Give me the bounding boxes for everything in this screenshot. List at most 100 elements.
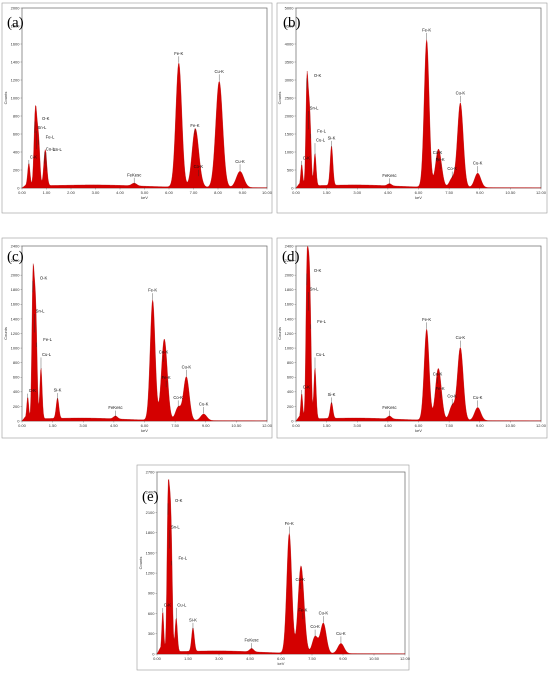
y-tick-label: 900 (148, 591, 155, 596)
peak-label: Si-K (328, 135, 336, 140)
peak-label: FeKesc (127, 172, 141, 177)
x-tick-label: 4.50 (384, 190, 393, 195)
y-tick-label: 2000 (11, 5, 21, 10)
x-tick-label: 7.50 (445, 190, 454, 195)
peak-label: Fe-K (422, 317, 431, 322)
x-tick-label: 2.00 (67, 190, 76, 195)
y-tick-label: 0 (17, 185, 20, 190)
y-tick-label: 1000 (285, 345, 295, 350)
peak-label: Si-K (328, 392, 336, 397)
peak-label: Cu-L (46, 147, 56, 152)
peak-label: C-K (303, 384, 310, 389)
y-tick-label: 1400 (285, 316, 295, 321)
x-tick-label: 9.00 (476, 190, 485, 195)
eds-panel-3: 0 200 400 600 800 1000 1200 1400 1600 1800 2000 220… (276, 237, 548, 439)
peak-label: Cu-L (316, 138, 326, 143)
plot-area (22, 8, 267, 188)
y-tick-label: 1600 (11, 41, 21, 46)
peak-label: Cu-L (42, 352, 52, 357)
y-tick-label: 1000 (285, 149, 295, 154)
x-tick-label: 0.00 (292, 190, 301, 195)
y-tick-label: 2700 (146, 469, 156, 474)
peak-label: FeKesc (382, 173, 396, 178)
peak-label: FeKesc (382, 405, 396, 410)
peak-label: Sn-L (310, 105, 320, 110)
x-tick-label: 9.00 (202, 423, 211, 428)
y-tick-label: 2000 (11, 273, 21, 278)
peak-label: Cu-K (473, 395, 483, 400)
y-tick-label: 1800 (11, 23, 21, 28)
peak-label: Sn-L (37, 125, 47, 130)
x-tick-label: 3.00 (353, 423, 362, 428)
y-tick-label: 1400 (11, 59, 21, 64)
x-tick-label: 5.00 (141, 190, 150, 195)
x-tick-label: 6.00 (141, 423, 150, 428)
peak-label: C-K (29, 388, 36, 393)
peak-label: Si-K (189, 617, 197, 622)
peak-label: Cu-K (199, 401, 209, 406)
x-tick-label: 9.00 (339, 656, 348, 661)
peak-label: Co-K (310, 624, 320, 629)
x-tick-label: 10.00 (262, 190, 273, 195)
peak-label: Co-K (173, 395, 183, 400)
plot-area (157, 472, 405, 654)
x-tick-label: 8.00 (214, 190, 223, 195)
x-tick-label: 10.50 (505, 190, 516, 195)
y-axis-title: Counts (277, 327, 282, 340)
x-tick-label: 12.00 (262, 423, 273, 428)
y-tick-label: 4000 (285, 41, 295, 46)
y-tick-label: 400 (13, 389, 20, 394)
peak-label: Fe-L (43, 337, 52, 342)
peak-label: Fe-K (298, 607, 307, 612)
x-tick-label: 12.00 (536, 423, 547, 428)
peak-label: Sn-L (310, 287, 320, 292)
x-axis-title: keV (415, 428, 422, 433)
y-tick-label: 200 (287, 404, 294, 409)
x-tick-label: 6.00 (165, 190, 174, 195)
x-axis-title: keV (141, 428, 148, 433)
x-tick-label: 1.50 (323, 423, 332, 428)
y-tick-label: 2400 (146, 490, 156, 495)
peak-label: Fe-L (317, 128, 326, 133)
peak-label: Co-K (433, 150, 443, 155)
y-tick-label: 1600 (285, 302, 295, 307)
peak-label: Cu-L (316, 352, 326, 357)
x-tick-label: 4.50 (384, 423, 393, 428)
peak-label: Cu-K (336, 631, 346, 636)
y-tick-label: 400 (13, 149, 20, 154)
peak-label: C-K (30, 155, 37, 160)
x-tick-label: 1.00 (43, 190, 52, 195)
y-tick-label: 800 (13, 360, 20, 365)
y-tick-label: 1200 (285, 331, 295, 336)
eds-panel-4: 0 300 600 900 1200 1500 1800 2100 2400 2700 0.00 1.… (136, 464, 411, 671)
peak-label: Sn-L (171, 525, 181, 530)
spectrum-area (21, 263, 268, 422)
peak-label: Co-K (447, 393, 457, 398)
y-tick-label: 2200 (285, 258, 295, 263)
x-tick-label: 7.50 (308, 656, 317, 661)
y-axis-title: Counts (3, 92, 8, 105)
y-tick-label: 800 (13, 113, 20, 118)
x-tick-label: 7.00 (190, 190, 199, 195)
y-axis-title: Counts (277, 92, 282, 105)
x-tick-label: 6.00 (415, 190, 424, 195)
x-tick-label: 3.00 (92, 190, 101, 195)
y-tick-label: 3500 (285, 59, 295, 64)
x-tick-label: 0.00 (292, 423, 301, 428)
plot-area (296, 246, 541, 421)
x-tick-label: 12.00 (536, 190, 547, 195)
x-tick-label: 10.50 (369, 656, 380, 661)
y-tick-label: 800 (287, 360, 294, 365)
y-tick-label: 2400 (285, 243, 295, 248)
spectrum-area (156, 478, 406, 655)
peak-label: Co-K (194, 164, 204, 169)
x-tick-label: 1.50 (184, 656, 193, 661)
y-axis-title: Counts (138, 557, 143, 570)
x-tick-label: 4.50 (110, 423, 119, 428)
y-tick-label: 1500 (146, 550, 156, 555)
y-tick-label: 2000 (285, 113, 295, 118)
peak-label: Cu-K (214, 69, 224, 74)
y-tick-label: 1000 (11, 345, 21, 350)
peak-label: C-K (164, 603, 171, 608)
y-tick-label: 1200 (146, 571, 156, 576)
